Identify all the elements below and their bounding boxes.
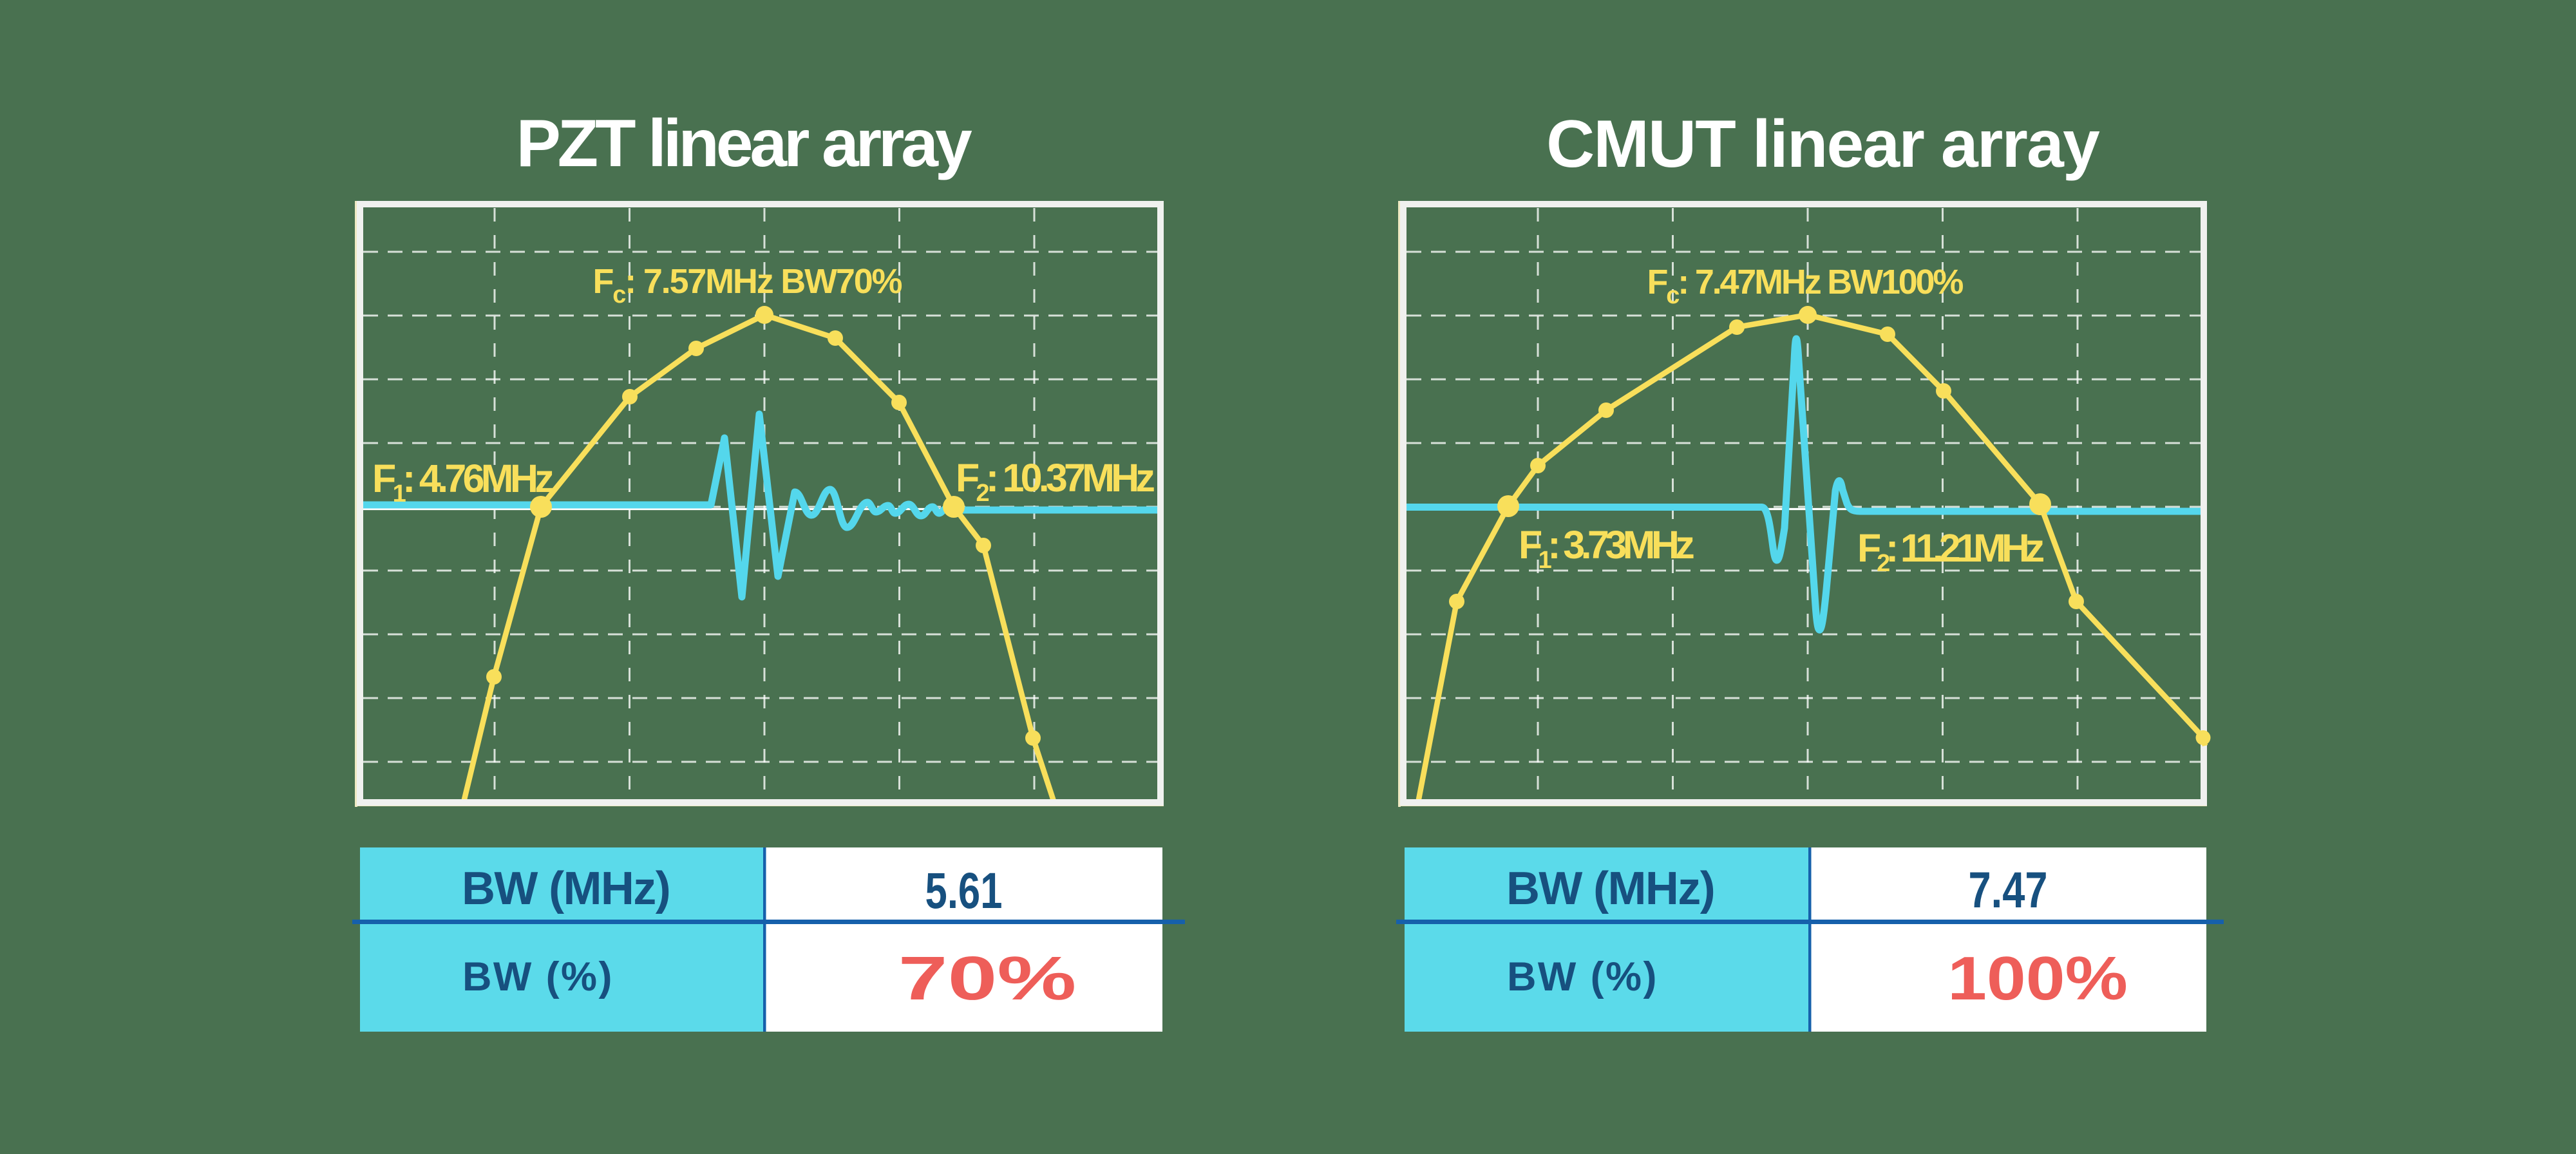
svg-text:70%: 70%: [898, 944, 1077, 1013]
svg-text:7.47: 7.47: [1969, 862, 2048, 918]
svg-text:F2: 11.21MHz: F2: 11.21MHz: [1857, 526, 2044, 577]
svg-text:F1: 4.76MHz: F1: 4.76MHz: [372, 457, 553, 507]
svg-text:F1: 3.73MHz: F1: 3.73MHz: [1519, 523, 1694, 574]
svg-text:BW (%): BW (%): [462, 954, 614, 999]
svg-text:F2: 10.37MHz: F2: 10.37MHz: [956, 456, 1154, 507]
svg-text:PZT linear array: PZT linear array: [516, 106, 972, 181]
svg-text:BW (%): BW (%): [1507, 954, 1658, 999]
svg-text:BW (MHz): BW (MHz): [462, 863, 670, 914]
svg-text:5.61: 5.61: [925, 863, 1003, 920]
svg-text:BW (MHz): BW (MHz): [1506, 863, 1714, 914]
svg-text:100%: 100%: [1947, 943, 2128, 1012]
svg-text:CMUT linear array: CMUT linear array: [1546, 107, 2100, 182]
